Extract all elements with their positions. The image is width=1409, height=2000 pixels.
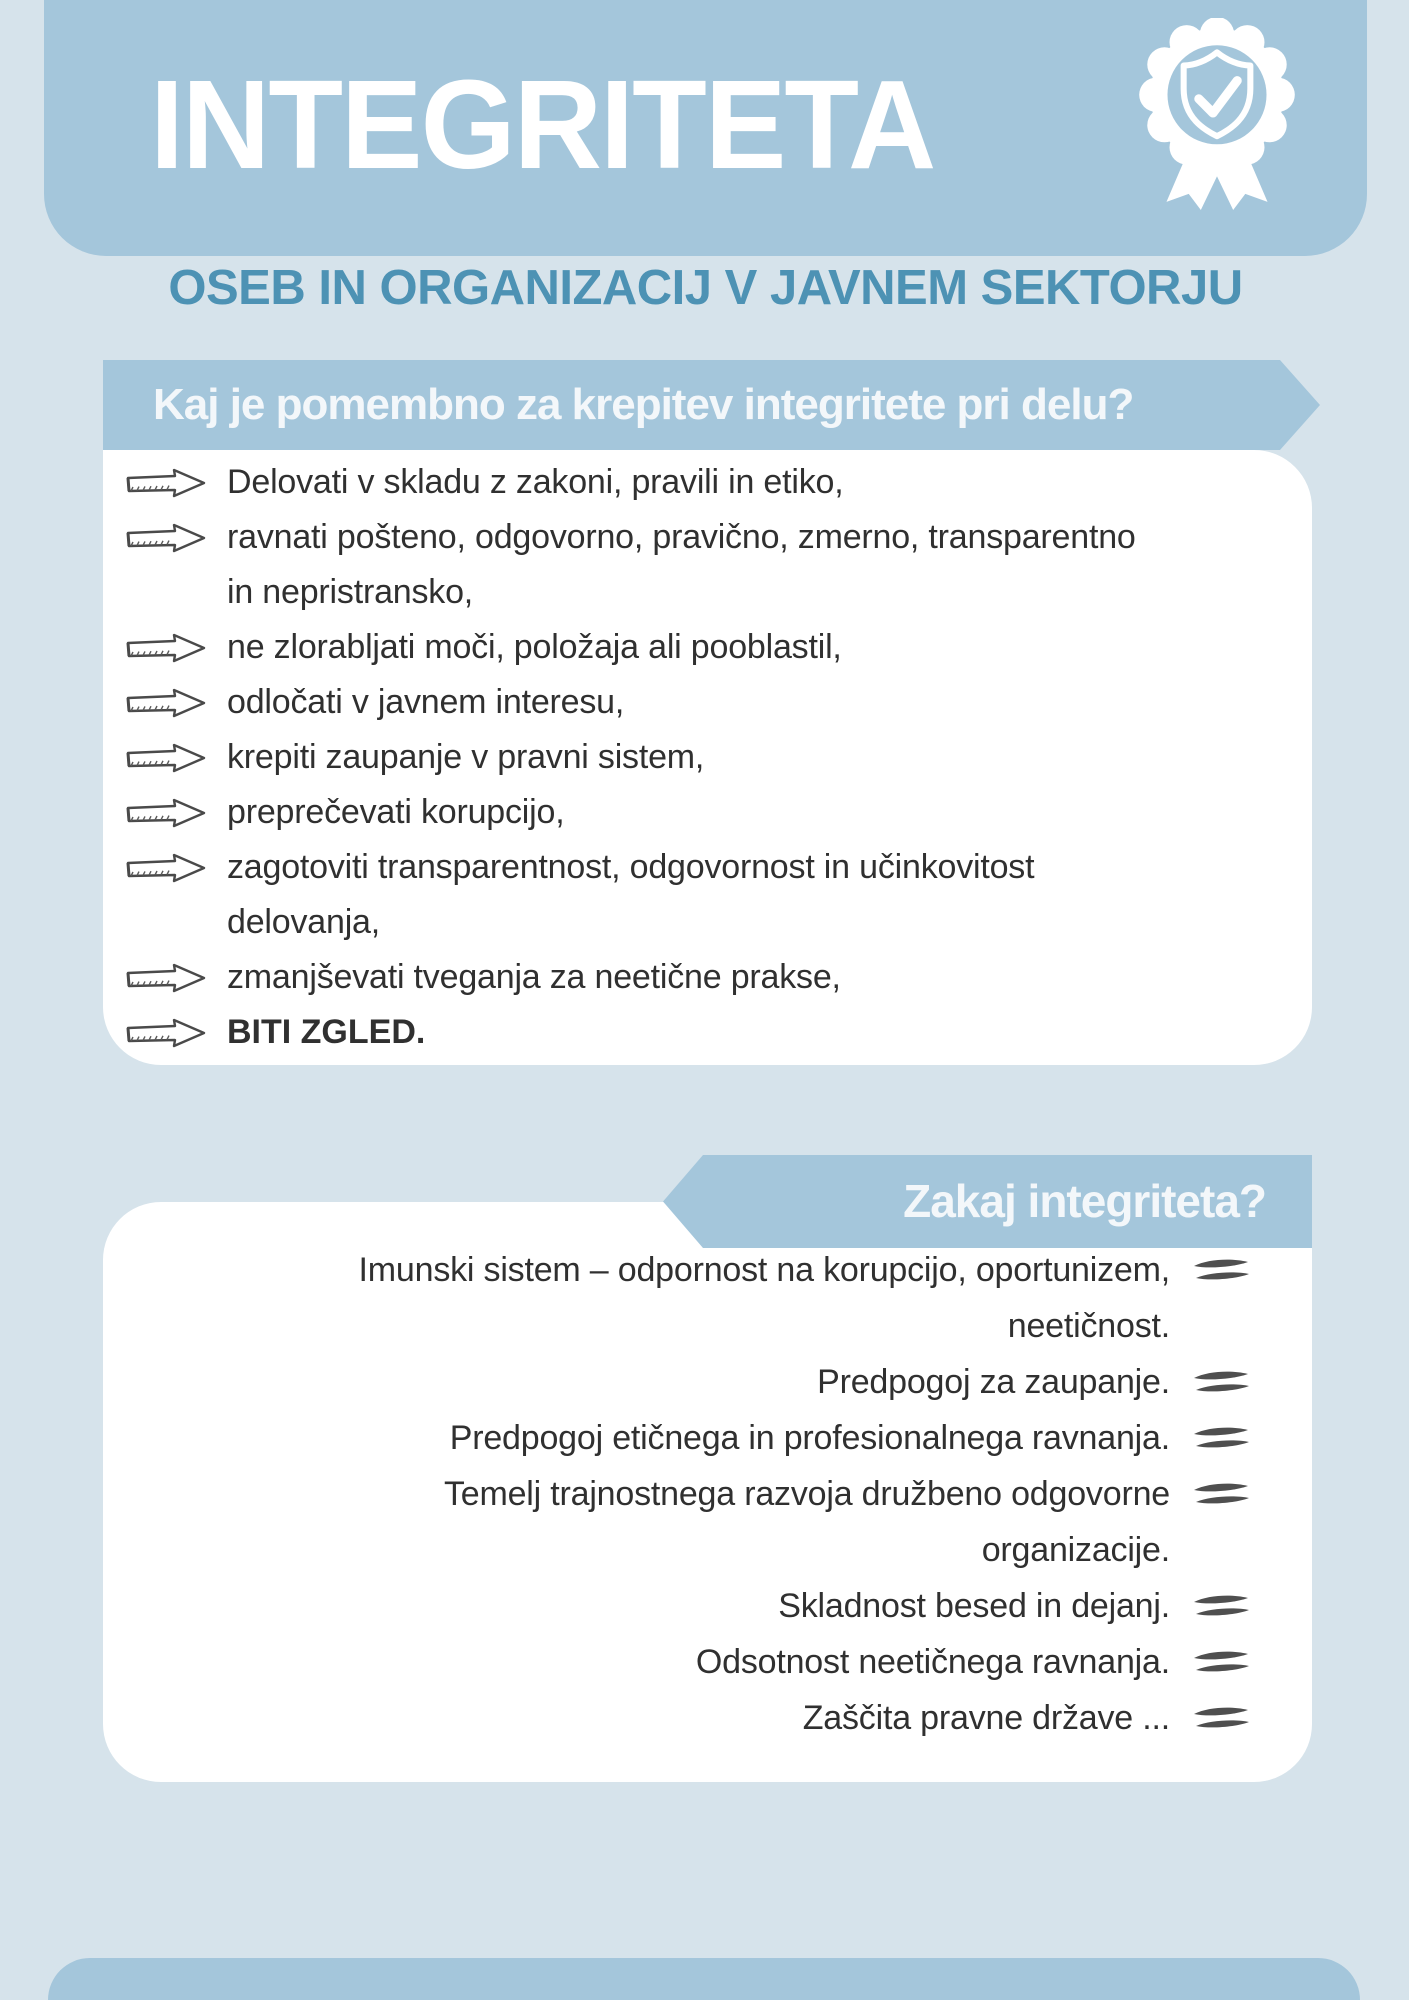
section1-panel: Delovati v skladu z zakoni, pravili in e… <box>103 450 1312 1065</box>
doodle-arrow-icon <box>125 962 209 994</box>
list-item: Imunski sistem – odpornost na korupcijo,… <box>103 1242 1312 1354</box>
list-item-text: zagotoviti transparentnost, odgovornost … <box>227 848 1035 941</box>
equals-doodle-icon <box>1192 1480 1250 1510</box>
list-item: ne zlorabljati moči, položaja ali poobla… <box>123 620 1296 675</box>
list-item: Predpogoj za zaupanje. <box>103 1354 1312 1410</box>
list-item-text: ne zlorabljati moči, položaja ali poobla… <box>227 628 842 666</box>
list-item-text: odločati v javnem interesu, <box>227 683 625 721</box>
equals-doodle-icon <box>1192 1592 1250 1622</box>
list-item: zagotoviti transparentnost, odgovornost … <box>123 840 1296 950</box>
list-item-text: Zaščita pravne države ... <box>802 1699 1170 1737</box>
footer-band <box>48 1958 1360 2000</box>
list-item: zmanjševati tveganja za neetične prakse, <box>123 950 1296 1005</box>
list-item-text: ravnati pošteno, odgovorno, pravično, zm… <box>227 518 1136 611</box>
list-item: Odsotnost neetičnega ravnanja. <box>103 1634 1312 1690</box>
equals-doodle-icon <box>1192 1368 1250 1398</box>
list-item: BITI ZGLED. <box>123 1005 1296 1060</box>
list-item: ravnati pošteno, odgovorno, pravično, zm… <box>123 510 1296 620</box>
doodle-arrow-icon <box>125 467 209 499</box>
page-title: INTEGRITETA <box>150 54 936 195</box>
rosette-shield-check-icon <box>1132 16 1302 212</box>
equals-doodle-icon <box>1192 1424 1250 1454</box>
list-item: Skladnost besed in dejanj. <box>103 1578 1312 1634</box>
doodle-arrow-icon <box>125 522 209 554</box>
list-item: krepiti zaupanje v pravni sistem, <box>123 730 1296 785</box>
list-item-text: Odsotnost neetičnega ravnanja. <box>695 1643 1170 1681</box>
doodle-arrow-icon <box>125 852 209 884</box>
list-item-text: Predpogoj za zaupanje. <box>817 1363 1170 1401</box>
section2-banner: Zakaj integriteta? <box>663 1155 1312 1248</box>
header-band <box>44 0 1367 256</box>
list-item-text: Predpogoj etičnega in profesionalnega ra… <box>449 1419 1170 1457</box>
list-item-text: Skladnost besed in dejanj. <box>778 1587 1170 1625</box>
list-item-text: BITI ZGLED. <box>227 1013 426 1051</box>
equals-doodle-icon <box>1192 1704 1250 1734</box>
doodle-arrow-icon <box>125 687 209 719</box>
list-item-text: Imunski sistem – odpornost na korupcijo,… <box>358 1251 1171 1345</box>
equals-doodle-icon <box>1192 1648 1250 1678</box>
list-item-text: zmanjševati tveganja za neetične prakse, <box>227 958 841 996</box>
equals-doodle-icon <box>1192 1256 1250 1286</box>
list-item: Zaščita pravne države ... <box>103 1690 1312 1746</box>
doodle-arrow-icon <box>125 742 209 774</box>
page-subtitle: OSEB IN ORGANIZACIJ V JAVNEM SEKTORJU <box>168 261 1243 315</box>
list-item: preprečevati korupcijo, <box>123 785 1296 840</box>
list-item: Temelj trajnostnega razvoja družbeno odg… <box>103 1466 1312 1578</box>
list-item: Delovati v skladu z zakoni, pravili in e… <box>123 455 1296 510</box>
list-item-text: preprečevati korupcijo, <box>227 793 565 831</box>
list-item-text: Temelj trajnostnega razvoja družbeno odg… <box>443 1475 1170 1569</box>
list-item-text: krepiti zaupanje v pravni sistem, <box>227 738 705 776</box>
doodle-arrow-icon <box>125 632 209 664</box>
list-item: odločati v javnem interesu, <box>123 675 1296 730</box>
section2-panel: Imunski sistem – odpornost na korupcijo,… <box>103 1202 1312 1782</box>
doodle-arrow-icon <box>125 1017 209 1049</box>
doodle-arrow-icon <box>125 797 209 829</box>
list-item-text: Delovati v skladu z zakoni, pravili in e… <box>227 463 844 501</box>
list-item: Predpogoj etičnega in profesionalnega ra… <box>103 1410 1312 1466</box>
section1-banner: Kaj je pomembno za krepitev integritete … <box>103 360 1320 450</box>
